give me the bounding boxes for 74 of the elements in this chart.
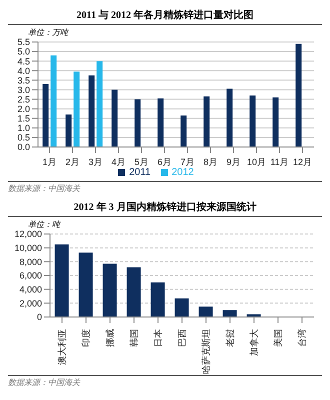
bar	[74, 72, 80, 147]
x-tick-label: 6月	[157, 157, 172, 167]
bar	[246, 314, 261, 317]
x-tick-label: 印度	[81, 329, 91, 347]
y-tick-label: 4.5	[17, 56, 30, 66]
bar	[96, 61, 103, 147]
x-tick-label: 10月	[246, 157, 266, 167]
x-tick-label: 8月	[203, 157, 218, 167]
x-tick-label: 7月	[180, 157, 195, 167]
x-tick-label: 挪威	[105, 329, 115, 347]
y-tick-label: 4,000	[19, 284, 42, 295]
bar	[126, 267, 141, 317]
bar	[250, 95, 256, 147]
bar	[78, 252, 93, 317]
y-tick-label: 3.5	[17, 75, 30, 86]
bar	[112, 90, 118, 147]
bar	[50, 55, 57, 147]
bar	[134, 99, 141, 147]
x-tick-label: 台湾	[297, 329, 307, 347]
x-tick-label: 5月	[134, 157, 149, 167]
x-tick-label: 4月	[111, 157, 126, 167]
y-tick-label: 5.5	[17, 37, 30, 48]
bar	[174, 298, 189, 317]
y-axis-title: 单位：吨	[27, 219, 62, 230]
bar	[42, 84, 49, 147]
bar	[66, 114, 72, 147]
bar	[296, 44, 302, 147]
x-tick-label: 美国	[273, 329, 283, 347]
legend-label: 2012	[172, 167, 194, 178]
x-tick-label: 12月	[292, 157, 312, 167]
y-tick-label: 2,000	[19, 298, 42, 308]
bar	[102, 264, 117, 317]
bar	[204, 96, 210, 147]
bar	[88, 75, 95, 147]
x-tick-label: 哈萨克斯坦	[201, 329, 211, 374]
y-tick-label: 0	[36, 312, 42, 322]
x-tick-label: 澳大利亚	[57, 329, 67, 365]
bar	[198, 306, 213, 317]
x-tick-label: 加拿大	[249, 329, 259, 356]
bar	[226, 88, 233, 147]
bar	[150, 282, 165, 317]
y-tick-label: 1.5	[17, 114, 30, 124]
bar	[54, 244, 69, 317]
y-tick-label: 5.0	[17, 46, 30, 57]
y-tick-label: 12,000	[14, 229, 42, 240]
y-tick-label: 8,000	[19, 256, 42, 267]
y-tick-label: 4.0	[17, 66, 30, 76]
y-tick-label: 0.5	[17, 132, 30, 143]
y-tick-label: 2.5	[17, 94, 30, 104]
chart-title: 2012 年 3 月国内精炼锌进口按来源国统计	[8, 200, 322, 217]
y-axis-title: 单位：万吨	[27, 27, 70, 38]
y-tick-label: 10,000	[14, 243, 42, 254]
source-note: 数据来源：中国海关	[8, 181, 322, 194]
bar	[272, 97, 279, 147]
y-tick-label: 0.0	[17, 142, 30, 152]
x-tick-label: 老挝	[225, 329, 235, 347]
x-tick-label: 韩国	[129, 329, 139, 347]
chart-title: 2011 与 2012 年各月精炼锌进口量对比图	[8, 8, 322, 25]
x-tick-label: 9月	[226, 157, 241, 167]
x-tick-label: 11月	[270, 157, 289, 167]
y-tick-label: 6,000	[19, 270, 42, 281]
bar	[222, 310, 237, 317]
x-tick-label: 1月	[42, 157, 57, 167]
x-tick-label: 3月	[88, 157, 103, 167]
source-note: 数据来源：中国海关	[8, 375, 322, 388]
x-tick-label: 日本	[153, 329, 163, 347]
legend-label: 2011	[129, 167, 151, 178]
y-tick-label: 3.0	[17, 84, 30, 95]
x-tick-label: 2月	[65, 157, 80, 167]
y-tick-label: 2.0	[17, 104, 30, 114]
x-tick-label: 巴西	[177, 329, 187, 347]
bar	[158, 98, 164, 147]
y-tick-label: 1.0	[17, 123, 30, 134]
bar	[180, 116, 187, 147]
